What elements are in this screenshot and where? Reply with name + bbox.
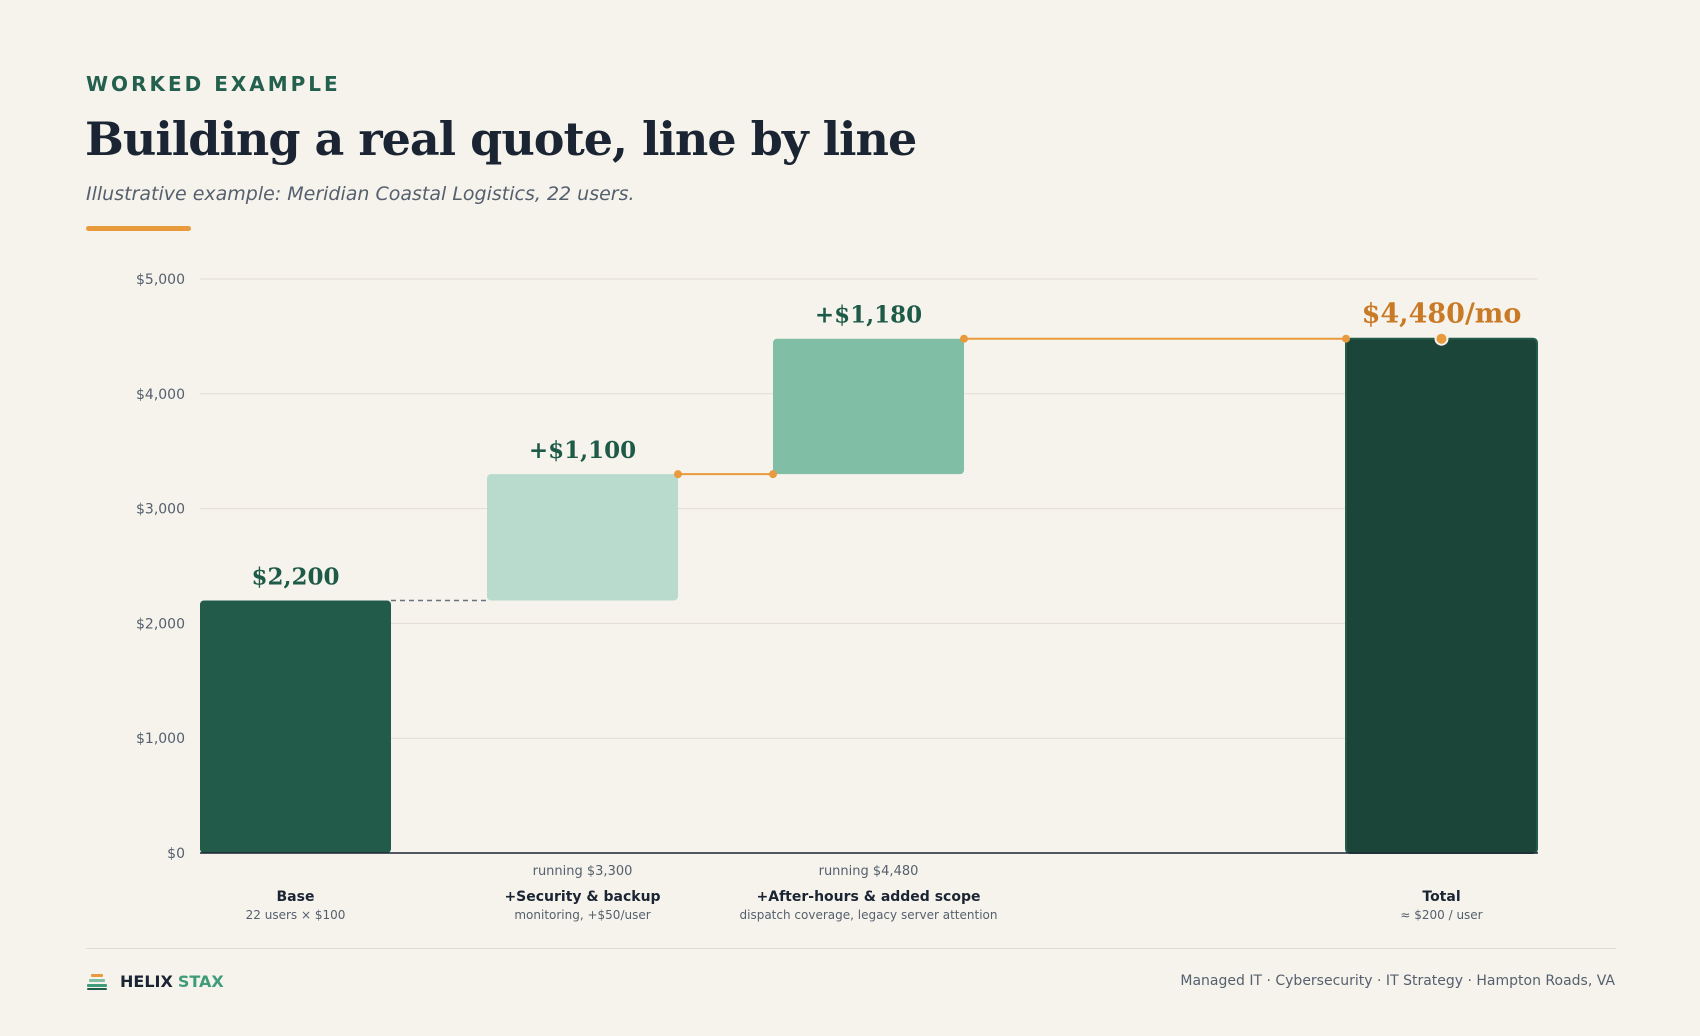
accent-rule <box>86 226 191 231</box>
connector-dot <box>769 470 777 479</box>
category-label: +Security & backup <box>504 889 660 905</box>
value-label: +$1,180 <box>815 302 922 329</box>
y-tick-label: $5,000 <box>136 272 185 288</box>
category-label: Total <box>1422 889 1460 905</box>
waterfall-chart: $0 $1,000 $2,000 $3,000 $4,000 $5,000 $2,200 +$… <box>136 272 1538 922</box>
y-tick-label: $0 <box>167 846 185 862</box>
y-tick-label: $1,000 <box>136 731 185 747</box>
bar-security-backup <box>487 474 678 601</box>
footer-divider <box>86 948 1616 949</box>
value-label: $4,480/mo <box>1362 299 1522 330</box>
page-title: Building a real quote, line by line <box>85 112 917 166</box>
bar-after-hours-added-scope <box>773 338 964 475</box>
connector-dot <box>1342 334 1350 343</box>
value-label: +$1,100 <box>529 437 636 464</box>
connector-dot <box>960 334 968 343</box>
value-label: $2,200 <box>251 563 339 590</box>
brand-logo: HELIX STAX <box>86 972 224 991</box>
y-tick-label: $4,000 <box>136 387 185 403</box>
category-detail: ≈ $200 / user <box>1400 908 1482 922</box>
page-subtitle: Illustrative example: Meridian Coastal L… <box>86 183 635 205</box>
running-total-label: running $3,300 <box>533 864 633 879</box>
brand-name-part2: STAX <box>177 972 224 991</box>
running-total-label: running $4,480 <box>819 864 919 879</box>
brand-name-part1: HELIX <box>120 972 173 991</box>
category-label: Base <box>277 889 315 905</box>
category-detail: dispatch coverage, legacy server attenti… <box>740 908 998 922</box>
category-detail: monitoring, +$50/user <box>514 908 650 922</box>
category-label: +After-hours & added scope <box>757 889 981 905</box>
y-tick-label: $2,000 <box>136 616 185 632</box>
category-detail: 22 users × $100 <box>246 908 346 922</box>
y-tick-label: $3,000 <box>136 502 185 518</box>
bar-base <box>200 600 391 853</box>
connector-dot <box>674 470 682 479</box>
total-marker-dot <box>1434 331 1449 346</box>
eyebrow-label: WORKED EXAMPLE <box>86 72 341 96</box>
bar-total <box>1345 337 1538 855</box>
stack-logo-icon <box>87 973 107 990</box>
footer-tagline: Managed IT · Cybersecurity · IT Strategy… <box>1180 973 1615 989</box>
